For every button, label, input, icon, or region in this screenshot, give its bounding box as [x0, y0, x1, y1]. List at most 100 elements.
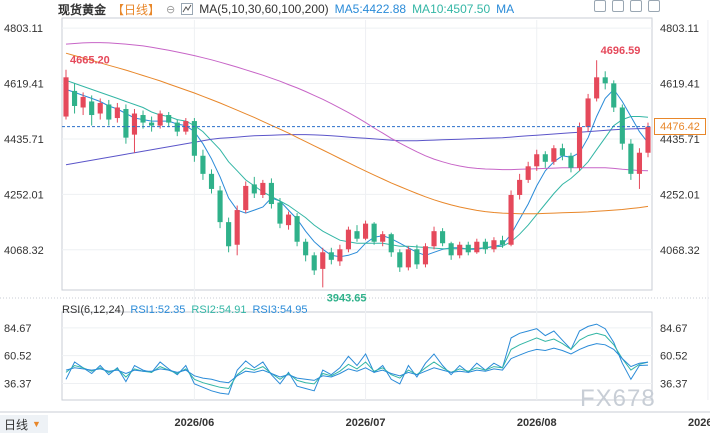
- candle-body: [542, 154, 548, 162]
- candle-body: [465, 244, 471, 253]
- y-tick-label-right: 4068.32: [660, 245, 700, 257]
- rsi-tick-label-left: 60.52: [4, 351, 32, 363]
- rsi-tick-label-left: 84.67: [4, 323, 32, 335]
- period-tab-label: 日线: [4, 417, 29, 432]
- candle-body: [97, 102, 103, 114]
- candle-body: [80, 96, 86, 108]
- candle-body: [388, 234, 394, 253]
- candle-body: [268, 182, 274, 205]
- rsi-tick-label-right: 36.37: [660, 378, 688, 390]
- candle-body: [320, 252, 326, 269]
- x-tick-label: 2026/06: [174, 417, 214, 429]
- candle-body: [63, 77, 69, 117]
- candle-body: [149, 122, 155, 126]
- candle-body: [585, 98, 591, 128]
- candle-body: [371, 223, 377, 242]
- candle-body: [491, 240, 497, 250]
- rsi2-value: RSI2:54.91: [191, 304, 247, 316]
- candle-body: [243, 185, 249, 211]
- candle-body: [645, 126, 651, 153]
- fullscreen-icon[interactable]: [648, 0, 660, 12]
- ma-indicator-title: MA(5,10,30,60,100,200): [199, 2, 329, 16]
- candle-body: [114, 107, 120, 119]
- main-plot-frame: [61, 17, 653, 291]
- candle-body: [260, 182, 266, 195]
- candle-body: [482, 241, 488, 250]
- x-tick-label: 2026/08: [517, 417, 557, 429]
- ma-line-ma30: [65, 128, 648, 166]
- candle-body: [499, 240, 506, 245]
- rsi3-value: RSI3:54.95: [252, 304, 308, 316]
- period-selector[interactable]: 【日线】: [112, 2, 161, 17]
- ma-line-ma100: [65, 52, 649, 215]
- candle-body: [508, 194, 514, 245]
- candle-body: [131, 113, 138, 135]
- candle-body: [525, 166, 531, 180]
- price-annotation: 4696.59: [601, 45, 641, 57]
- rsi-tick-label-left: 36.37: [4, 378, 32, 390]
- price-annotation: 3943.65: [327, 292, 367, 304]
- candle-body: [89, 101, 95, 116]
- candle-body: [457, 244, 463, 256]
- rsi1-value: RSI1:52.35: [130, 304, 186, 316]
- rsi-tick-label-right: 60.52: [660, 351, 688, 363]
- ma-line-ma5: [65, 88, 649, 258]
- candle-body: [345, 229, 352, 250]
- candle-body: [354, 231, 360, 239]
- settings-toggle-icon[interactable]: ⊖: [166, 3, 176, 16]
- candle-body: [226, 222, 232, 247]
- candle-body: [602, 77, 608, 84]
- candle-body: [200, 155, 206, 174]
- ma-more-value: MA: [496, 2, 515, 16]
- candle-body: [106, 104, 112, 120]
- candle-body: [337, 249, 343, 262]
- rsi-title: RSI(6,12,24): [62, 304, 125, 316]
- period-tab[interactable]: 日线 ▼: [0, 415, 48, 433]
- candle-body: [380, 234, 386, 242]
- rsi-tick-label-right: 84.67: [660, 323, 688, 335]
- candle-body: [559, 148, 565, 156]
- candle-body: [234, 210, 240, 245]
- candle-body: [568, 155, 574, 168]
- rsi-line-rsi2: [65, 332, 649, 390]
- chevron-down-icon: ▼: [32, 419, 41, 429]
- candle-body: [414, 249, 420, 265]
- ma10-value: MA10:4507.50: [412, 2, 491, 16]
- x-tick-label: 2026/07: [346, 417, 386, 429]
- y-tick-label-right: 4619.41: [660, 79, 700, 91]
- indicator-icon[interactable]: [181, 3, 194, 15]
- x-tick-label: 2026/09: [688, 417, 710, 429]
- watermark-logo: FX678: [580, 385, 656, 412]
- rsi-line-rsi1: [65, 323, 649, 395]
- candle-body: [619, 107, 625, 144]
- y-tick-label-left: 4252.01: [4, 189, 44, 201]
- grid-view-icon[interactable]: [594, 0, 606, 12]
- chart-header: 现货黄金 【日线】 ⊖ MA(5,10,30,60,100,200) MA5:4…: [0, 0, 660, 18]
- rsi-header: RSI(6,12,24) RSI1:52.35 RSI2:54.91 RSI3:…: [0, 304, 308, 318]
- zoom-in-icon[interactable]: [612, 0, 624, 12]
- candle-body: [140, 115, 146, 123]
- candle-body: [474, 241, 480, 253]
- candle-body: [328, 252, 334, 260]
- candle-body: [303, 241, 309, 256]
- y-tick-label-left: 4068.32: [4, 245, 44, 257]
- y-tick-label-left: 4803.11: [4, 23, 43, 35]
- candle-body: [208, 173, 215, 189]
- candle-body: [397, 252, 403, 268]
- instrument-name: 现货黄金: [58, 2, 107, 17]
- y-tick-label-right: 4252.01: [660, 189, 700, 201]
- candle-body: [594, 77, 600, 99]
- ma-line-ma10: [65, 79, 649, 250]
- candle-body: [628, 143, 634, 174]
- candle-body: [123, 108, 129, 138]
- candle-body: [551, 148, 557, 162]
- candle-body: [191, 121, 197, 156]
- candle-body: [217, 190, 223, 223]
- candle-body: [166, 115, 172, 123]
- candle-body: [440, 231, 446, 244]
- candle-body: [534, 154, 540, 167]
- candle-body: [422, 246, 429, 265]
- zoom-out-icon[interactable]: [630, 0, 642, 12]
- candle-body: [277, 202, 283, 224]
